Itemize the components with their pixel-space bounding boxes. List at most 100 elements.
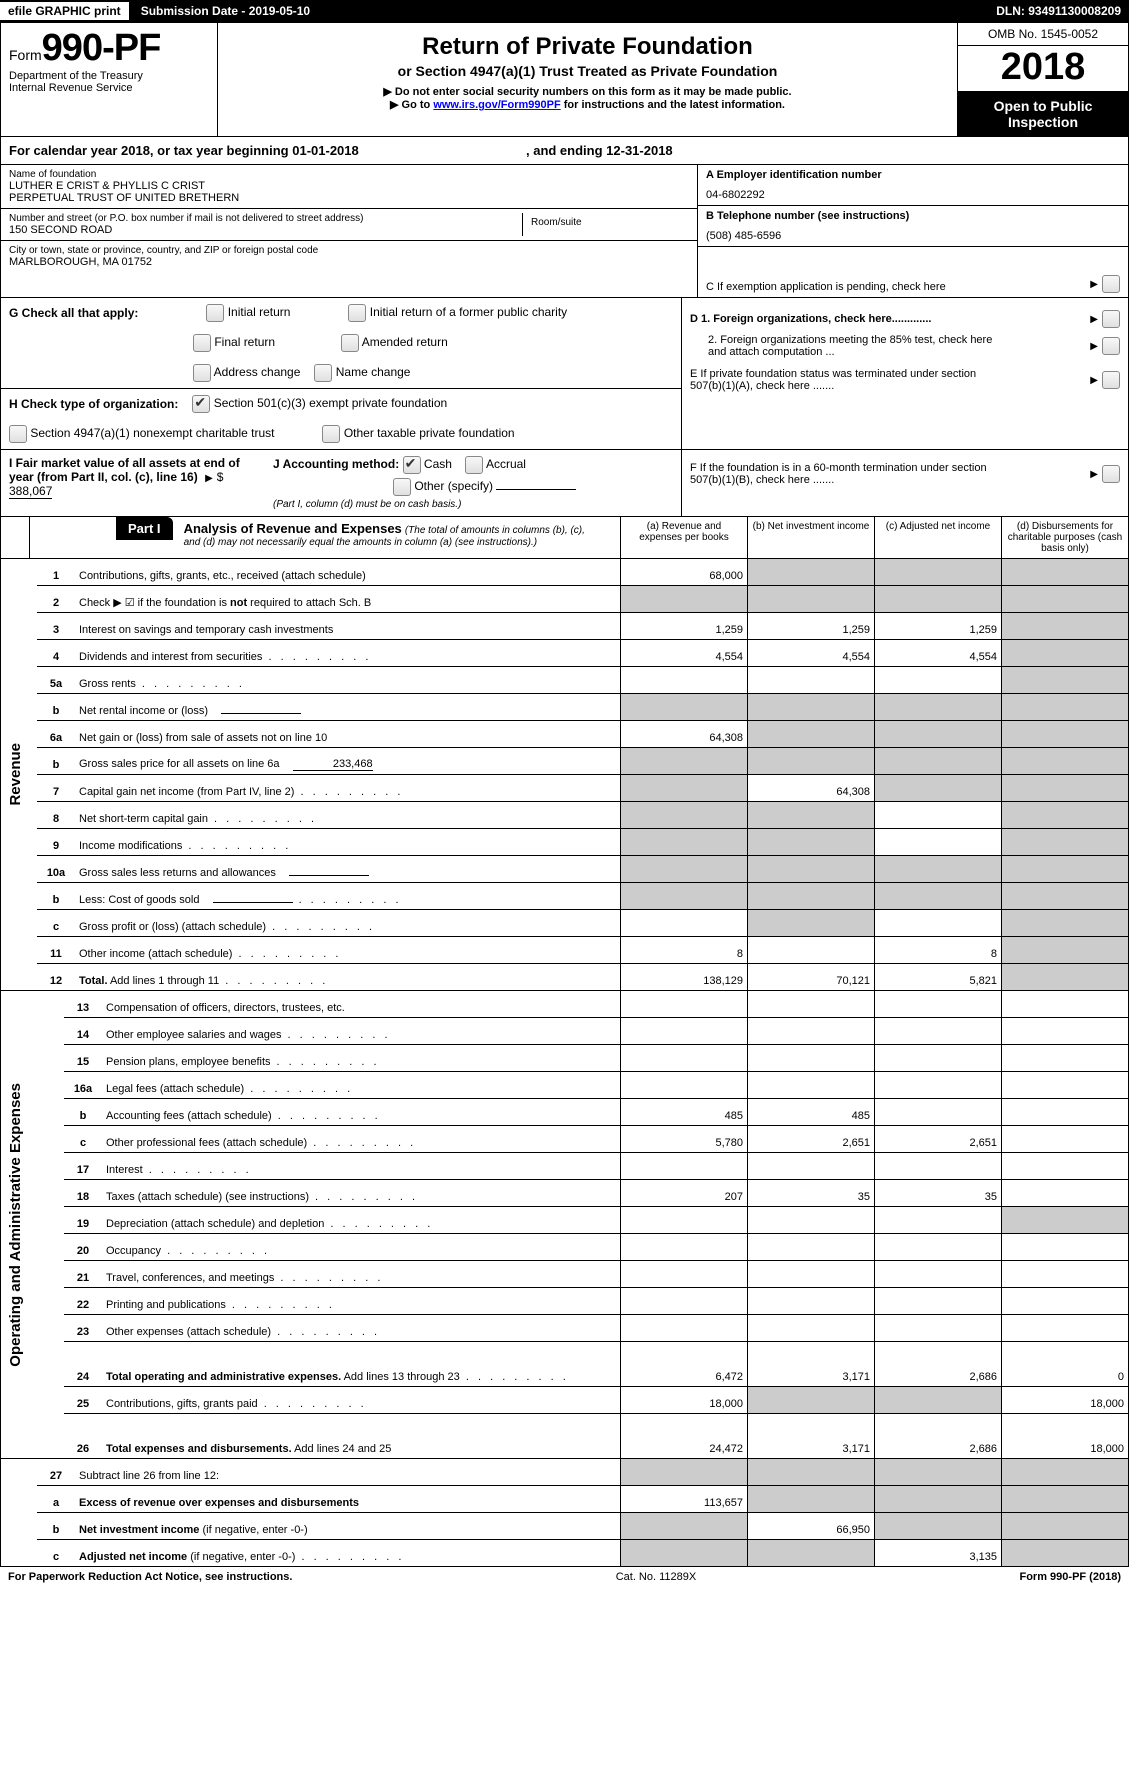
checkbox-addr-change[interactable]	[193, 364, 211, 382]
amt-col-a	[621, 856, 748, 883]
entity-left: Name of foundation LUTHER E CRIST & PHYL…	[1, 165, 697, 297]
amt-col-a	[621, 910, 748, 937]
table-row: 2Check ▶ ☑ if the foundation is not requ…	[1, 586, 1129, 613]
table-row: cAdjusted net income (if negative, enter…	[1, 1540, 1129, 1567]
amt-col-b: 70,121	[748, 964, 875, 991]
checkbox-initial-former[interactable]	[348, 304, 366, 322]
amt-col-a	[621, 1261, 748, 1288]
amt-col-c	[875, 1045, 1002, 1072]
amt-col-d	[1002, 910, 1129, 937]
dln: DLN: 93491130008209	[996, 4, 1129, 18]
amt-col-c	[875, 775, 1002, 802]
checkbox-initial[interactable]	[206, 304, 224, 322]
amt-col-d: 18,000	[1002, 1414, 1129, 1459]
amt-col-c	[875, 1261, 1002, 1288]
table-row: 23Other expenses (attach schedule)	[1, 1315, 1129, 1342]
amt-col-c	[875, 1288, 1002, 1315]
amt-col-a	[621, 1018, 748, 1045]
entity-info-block: Name of foundation LUTHER E CRIST & PHYL…	[0, 165, 1129, 298]
header-right: OMB No. 1545-0052 2018 Open to Public In…	[957, 23, 1128, 136]
checkbox-c[interactable]	[1102, 275, 1120, 293]
amt-col-c	[875, 1099, 1002, 1126]
checkbox-final[interactable]	[193, 334, 211, 352]
checkbox-f[interactable]	[1102, 465, 1120, 483]
line-number: 2	[37, 586, 75, 613]
table-row: 10aGross sales less returns and allowanc…	[1, 856, 1129, 883]
checkbox-amended[interactable]	[341, 334, 359, 352]
amt-col-d	[1002, 1045, 1129, 1072]
top-bar: efile GRAPHIC print Submission Date - 20…	[0, 0, 1129, 22]
amt-col-d: 18,000	[1002, 1387, 1129, 1414]
checkbox-name-change[interactable]	[314, 364, 332, 382]
table-row: Revenue1Contributions, gifts, grants, et…	[1, 559, 1129, 586]
checkbox-d2[interactable]	[1102, 337, 1120, 355]
checkbox-other-method[interactable]	[393, 478, 411, 496]
amt-col-d	[1002, 1315, 1129, 1342]
line-desc: Gross sales less returns and allowances	[75, 856, 621, 883]
amt-col-c	[875, 1513, 1002, 1540]
amt-col-c: 2,686	[875, 1414, 1002, 1459]
ein-cell: A Employer identification number 04-6802…	[698, 165, 1128, 205]
arrow-icon	[1090, 340, 1098, 352]
tax-year: 2018	[958, 46, 1128, 92]
amt-col-d	[1002, 748, 1129, 775]
line-number: 15	[64, 1045, 102, 1072]
part1-header: Part I Analysis of Revenue and Expenses …	[0, 517, 1129, 559]
line-desc: Printing and publications	[102, 1288, 621, 1315]
amt-col-c	[875, 1018, 1002, 1045]
table-row: 20Occupancy	[1, 1234, 1129, 1261]
i-j-block: I Fair market value of all assets at end…	[0, 450, 1129, 517]
checkbox-4947[interactable]	[9, 425, 27, 443]
amt-col-c	[875, 748, 1002, 775]
table-row: 6aNet gain or (loss) from sale of assets…	[1, 721, 1129, 748]
amt-col-b	[748, 1045, 875, 1072]
phone-cell: B Telephone number (see instructions) (5…	[698, 205, 1128, 246]
amt-col-a: 113,657	[621, 1486, 748, 1513]
arrow-icon	[205, 470, 213, 484]
amt-col-b	[748, 829, 875, 856]
amt-col-c	[875, 1315, 1002, 1342]
line-desc: Capital gain net income (from Part IV, l…	[75, 775, 621, 802]
line-desc: Subtract line 26 from line 12:	[75, 1459, 621, 1486]
expenses-table: Operating and Administrative Expenses13C…	[0, 991, 1129, 1459]
arrow-icon	[1090, 313, 1098, 325]
line-desc: Total operating and administrative expen…	[102, 1342, 621, 1387]
header-mid: Return of Private Foundation or Section …	[218, 23, 957, 136]
line-desc: Other professional fees (attach schedule…	[102, 1126, 621, 1153]
line-desc: Dividends and interest from securities	[75, 640, 621, 667]
amt-col-a	[621, 694, 748, 721]
entity-right: A Employer identification number 04-6802…	[697, 165, 1128, 297]
line-desc: Taxes (attach schedule) (see instruction…	[102, 1180, 621, 1207]
amt-col-b: 485	[748, 1099, 875, 1126]
checkbox-cash[interactable]	[403, 456, 421, 474]
amt-col-c	[875, 1207, 1002, 1234]
checkbox-accrual[interactable]	[465, 456, 483, 474]
line-number: 21	[64, 1261, 102, 1288]
line-desc: Gross sales price for all assets on line…	[75, 748, 621, 775]
checkbox-e[interactable]	[1102, 371, 1120, 389]
header-left: Form990-PF Department of the Treasury In…	[1, 23, 218, 136]
amt-col-a	[621, 775, 748, 802]
amt-col-b: 64,308	[748, 775, 875, 802]
amt-col-b	[748, 883, 875, 910]
amt-col-d	[1002, 1459, 1129, 1486]
amt-col-a: 485	[621, 1099, 748, 1126]
section-g: G Check all that apply: Initial return I…	[1, 298, 681, 389]
line-number: 24	[64, 1342, 102, 1387]
amt-col-b	[748, 1540, 875, 1567]
line-desc: Net gain or (loss) from sale of assets n…	[75, 721, 621, 748]
checkbox-other-taxable[interactable]	[322, 425, 340, 443]
page-footer: For Paperwork Reduction Act Notice, see …	[0, 1567, 1129, 1587]
amt-col-d	[1002, 721, 1129, 748]
checkbox-501c3[interactable]	[192, 395, 210, 413]
line-number: 6a	[37, 721, 75, 748]
amt-col-c: 1,259	[875, 613, 1002, 640]
table-row: 3Interest on savings and temporary cash …	[1, 613, 1129, 640]
amt-col-d	[1002, 1234, 1129, 1261]
irs-link[interactable]: www.irs.gov/Form990PF	[433, 99, 560, 111]
line-number: b	[64, 1099, 102, 1126]
amt-col-c	[875, 1459, 1002, 1486]
side-label: Operating and Administrative Expenses	[5, 1083, 26, 1367]
checkbox-d1[interactable]	[1102, 310, 1120, 328]
amt-col-a	[621, 1315, 748, 1342]
